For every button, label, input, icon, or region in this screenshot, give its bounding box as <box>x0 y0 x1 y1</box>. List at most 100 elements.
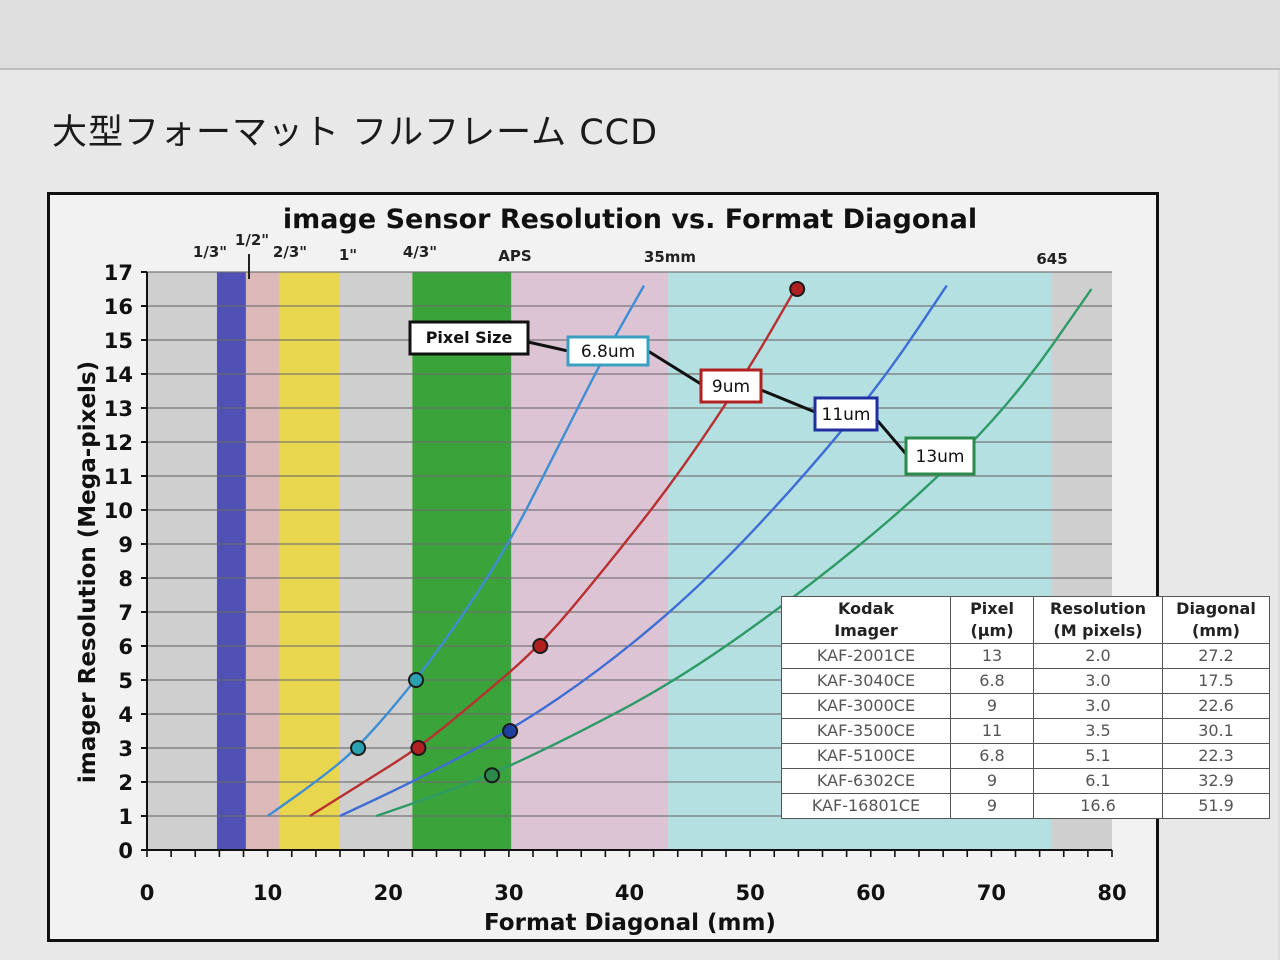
table-cell: 17.5 <box>1162 668 1270 694</box>
table-cell: 6.8 <box>950 668 1034 694</box>
format-band-label: APS <box>498 247 531 265</box>
table-header-line: Diagonal <box>1176 599 1256 618</box>
y-tick-label: 11 <box>104 465 133 489</box>
format-band-label: 1/2" <box>235 231 269 249</box>
y-tick-label: 9 <box>118 533 133 557</box>
format-band-label: 35mm <box>644 248 696 266</box>
y-tick-label: 10 <box>104 499 133 523</box>
table-cell: 22.3 <box>1162 743 1270 769</box>
format-band <box>245 272 280 850</box>
table-cell: 9 <box>950 693 1034 719</box>
format-band <box>340 272 413 850</box>
data-point <box>532 638 549 654</box>
y-tick-label: 3 <box>118 737 133 761</box>
y-tick-label: 15 <box>104 329 133 353</box>
table-row: KAF-6302CE 9 6.1 32.9 <box>781 768 1270 794</box>
y-tick-label: 13 <box>104 397 133 421</box>
table-row: KAF-3000CE 9 3.0 22.6 <box>781 693 1270 719</box>
table-header-line: (µm) <box>970 621 1014 640</box>
table-cell: KAF-5100CE <box>781 743 951 769</box>
pixel-size-box <box>408 320 530 356</box>
table-header-line: (M pixels) <box>1053 621 1143 640</box>
table-cell: 22.6 <box>1162 693 1270 719</box>
data-point <box>789 281 806 297</box>
format-band-label: 4/3" <box>403 243 437 261</box>
chart-title: image Sensor Resolution vs. Format Diago… <box>283 204 977 235</box>
table-cell: 2.0 <box>1033 643 1163 669</box>
pixel-size-label: Pixel Size <box>426 328 513 347</box>
table-cell: 3.5 <box>1033 718 1163 744</box>
pixel-size-callout <box>813 396 879 432</box>
table-header-line: Imager <box>834 621 898 640</box>
y-tick-label: 8 <box>118 567 133 591</box>
x-tick-label: 10 <box>253 881 282 905</box>
x-tick-label: 70 <box>977 881 1006 905</box>
table-cell: 3.0 <box>1033 668 1163 694</box>
x-axis-label: Format Diagonal (mm) <box>484 910 776 936</box>
y-axis-label: imager Resolution (Mega-pixels) <box>75 361 101 783</box>
data-point <box>407 672 424 688</box>
pixel-size-callout <box>904 436 976 476</box>
table-header-line: Kodak <box>838 599 894 618</box>
y-tick-label: 7 <box>118 601 133 625</box>
pixel-size-callout-label: 11um <box>822 405 871 425</box>
table-cell: 5.1 <box>1033 743 1163 769</box>
x-tick-label: 30 <box>494 881 523 905</box>
table-cell: KAF-2001CE <box>781 643 951 669</box>
format-band-label: 1/3" <box>193 243 227 261</box>
table-header-cell: Pixel (µm) <box>950 596 1034 644</box>
pixel-size-callout <box>699 368 763 404</box>
pixel-size-callout <box>566 335 650 367</box>
pixel-size-callout-label: 6.8um <box>581 342 635 362</box>
x-tick-label: 80 <box>1097 881 1126 905</box>
table-cell: 6.1 <box>1033 768 1163 794</box>
y-tick-label: 6 <box>118 635 133 659</box>
y-tick-label: 1 <box>118 805 133 829</box>
table-cell: 13 <box>950 643 1034 669</box>
data-point <box>502 723 519 739</box>
format-band-label: 1" <box>339 246 357 264</box>
table-header-row: Kodak Imager Pixel (µm) Resolution (M pixels)… <box>781 596 1270 644</box>
table-cell: KAF-16801CE <box>781 793 951 819</box>
y-tick-label: 4 <box>118 703 133 727</box>
series-line <box>309 285 799 818</box>
table-cell: 9 <box>950 768 1034 794</box>
table-cell: 9 <box>950 793 1034 819</box>
table-header-line: (mm) <box>1192 621 1240 640</box>
x-tick-label: 50 <box>736 881 765 905</box>
x-tick-label: 60 <box>856 881 885 905</box>
table-cell: 32.9 <box>1162 768 1270 794</box>
table-cell: 11 <box>950 718 1034 744</box>
table-cell: 51.9 <box>1162 793 1270 819</box>
table-cell: 27.2 <box>1162 643 1270 669</box>
table-cell: 30.1 <box>1162 718 1270 744</box>
data-point <box>410 740 427 756</box>
table-cell: KAF-3040CE <box>781 668 951 694</box>
x-tick-label: 0 <box>140 881 155 905</box>
pixel-size-callout-label: 9um <box>712 377 750 397</box>
table-header-line: Pixel <box>970 599 1014 618</box>
table-cell: KAF-3500CE <box>781 718 951 744</box>
format-band-label: 645 <box>1036 250 1067 268</box>
table-cell: 6.8 <box>950 743 1034 769</box>
top-wall-band <box>0 0 1280 70</box>
x-tick-label: 20 <box>374 881 403 905</box>
table-cell: 16.6 <box>1033 793 1163 819</box>
table-row: KAF-2001CE 13 2.0 27.2 <box>781 643 1270 669</box>
table-header-cell: Kodak Imager <box>781 596 951 644</box>
table-cell: KAF-3000CE <box>781 693 951 719</box>
format-band <box>279 272 340 850</box>
table-header-cell: Resolution (M pixels) <box>1033 596 1163 644</box>
table-cell: KAF-6302CE <box>781 768 951 794</box>
table-row: KAF-3500CE 11 3.5 30.1 <box>781 718 1270 744</box>
format-band <box>412 272 512 850</box>
data-point <box>350 740 367 756</box>
slide-title: 大型フォーマット フルフレーム CCD <box>52 113 659 153</box>
table-row: KAF-3040CE 6.8 3.0 17.5 <box>781 668 1270 694</box>
y-tick-label: 16 <box>104 295 133 319</box>
format-band <box>216 272 246 850</box>
series-line <box>266 285 646 817</box>
table-header-cell: Diagonal (mm) <box>1162 596 1270 644</box>
y-tick-label: 12 <box>104 431 133 455</box>
table-row: KAF-16801CE 9 16.6 51.9 <box>781 793 1270 819</box>
